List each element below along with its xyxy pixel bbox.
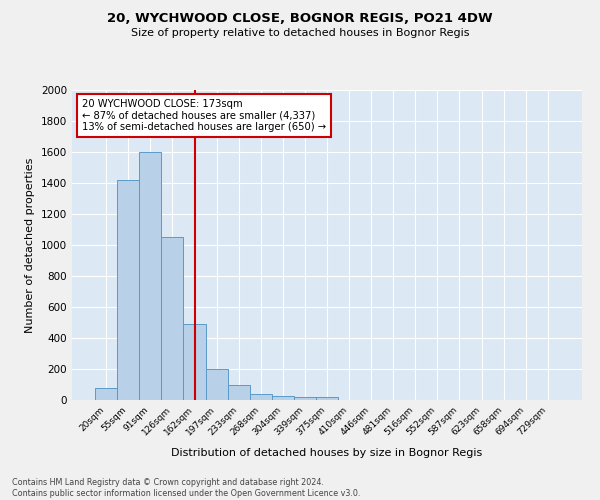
Text: Contains HM Land Registry data © Crown copyright and database right 2024.
Contai: Contains HM Land Registry data © Crown c… [12,478,361,498]
Bar [272,396,294,400]
Bar [206,369,227,400]
Bar [95,388,117,400]
Bar [117,180,139,400]
Bar [316,397,338,400]
Bar [139,152,161,400]
Bar [294,396,316,400]
Bar [161,238,184,400]
Text: Distribution of detached houses by size in Bognor Regis: Distribution of detached houses by size … [172,448,482,458]
Bar [227,384,250,400]
Y-axis label: Number of detached properties: Number of detached properties [25,158,35,332]
Text: Size of property relative to detached houses in Bognor Regis: Size of property relative to detached ho… [131,28,469,38]
Text: 20 WYCHWOOD CLOSE: 173sqm
← 87% of detached houses are smaller (4,337)
13% of se: 20 WYCHWOOD CLOSE: 173sqm ← 87% of detac… [82,100,326,132]
Bar [250,394,272,400]
Bar [184,324,206,400]
Text: 20, WYCHWOOD CLOSE, BOGNOR REGIS, PO21 4DW: 20, WYCHWOOD CLOSE, BOGNOR REGIS, PO21 4… [107,12,493,26]
